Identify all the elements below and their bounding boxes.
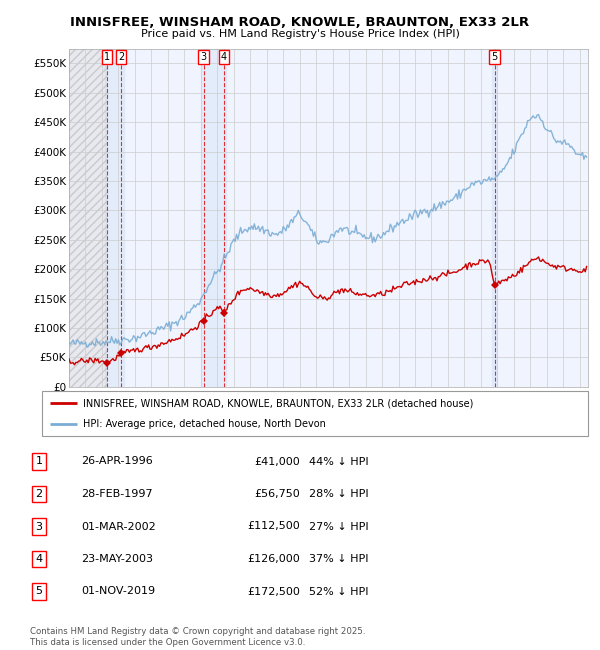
Text: 52% ↓ HPI: 52% ↓ HPI	[309, 586, 368, 597]
Text: 2: 2	[35, 489, 43, 499]
Bar	[69, 49, 107, 387]
Text: 3: 3	[200, 52, 206, 62]
Text: £112,500: £112,500	[247, 521, 300, 532]
Text: 23-MAY-2003: 23-MAY-2003	[81, 554, 153, 564]
Text: INNISFREE, WINSHAM ROAD, KNOWLE, BRAUNTON, EX33 2LR (detached house): INNISFREE, WINSHAM ROAD, KNOWLE, BRAUNTO…	[83, 398, 473, 408]
Text: Price paid vs. HM Land Registry's House Price Index (HPI): Price paid vs. HM Land Registry's House …	[140, 29, 460, 39]
Text: 3: 3	[35, 521, 43, 532]
Text: 01-MAR-2002: 01-MAR-2002	[81, 521, 156, 532]
Text: 5: 5	[491, 52, 498, 62]
Text: 4: 4	[221, 52, 227, 62]
Text: £172,500: £172,500	[247, 586, 300, 597]
Text: 44% ↓ HPI: 44% ↓ HPI	[309, 456, 368, 467]
Text: 26-APR-1996: 26-APR-1996	[81, 456, 153, 467]
Text: 27% ↓ HPI: 27% ↓ HPI	[309, 521, 368, 532]
Text: 4: 4	[35, 554, 43, 564]
Bar	[201, 49, 226, 387]
Text: Contains HM Land Registry data © Crown copyright and database right 2025.
This d: Contains HM Land Registry data © Crown c…	[30, 627, 365, 647]
Text: 2: 2	[118, 52, 124, 62]
Text: £41,000: £41,000	[254, 456, 300, 467]
FancyBboxPatch shape	[42, 391, 588, 436]
Text: 5: 5	[35, 586, 43, 597]
Text: HPI: Average price, detached house, North Devon: HPI: Average price, detached house, Nort…	[83, 419, 326, 428]
Bar	[492, 49, 497, 387]
Text: 37% ↓ HPI: 37% ↓ HPI	[309, 554, 368, 564]
Text: 28% ↓ HPI: 28% ↓ HPI	[309, 489, 368, 499]
Text: INNISFREE, WINSHAM ROAD, KNOWLE, BRAUNTON, EX33 2LR: INNISFREE, WINSHAM ROAD, KNOWLE, BRAUNTO…	[70, 16, 530, 29]
Text: £56,750: £56,750	[254, 489, 300, 499]
Text: 1: 1	[104, 52, 110, 62]
Text: £126,000: £126,000	[247, 554, 300, 564]
Text: 28-FEB-1997: 28-FEB-1997	[81, 489, 152, 499]
Text: 01-NOV-2019: 01-NOV-2019	[81, 586, 155, 597]
Bar	[105, 49, 124, 387]
Text: 1: 1	[35, 456, 43, 467]
